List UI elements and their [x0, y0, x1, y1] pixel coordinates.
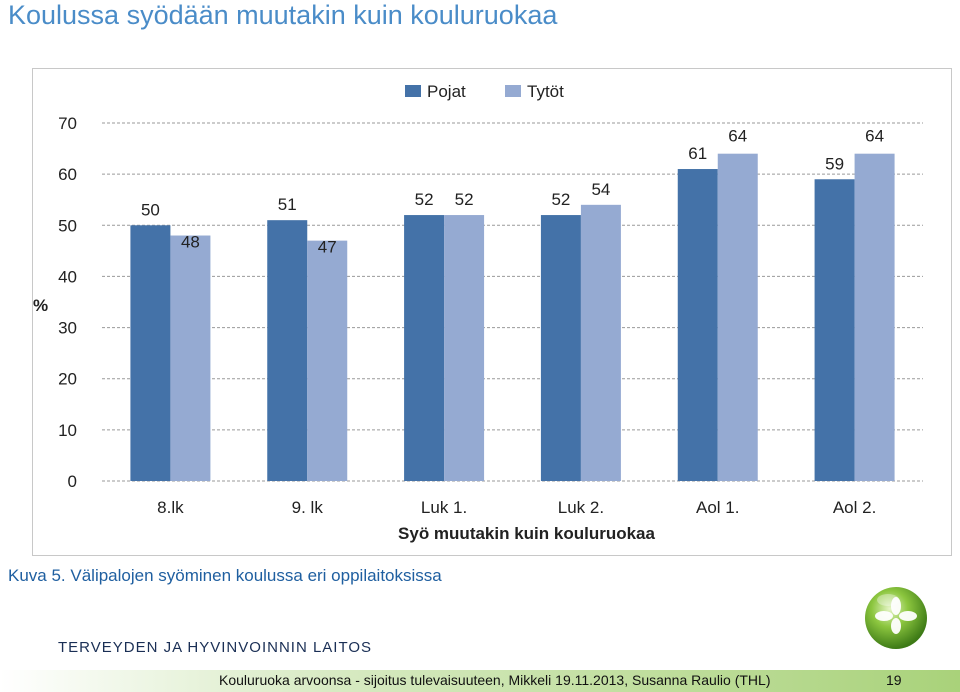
- y-tick-label: 30: [58, 319, 77, 338]
- footer-bar: Kouluruoka arvoonsa - sijoitus tulevaisu…: [0, 670, 960, 692]
- bar-chart: 0 10 20 30 40 50 60 70% 50 48 8.lk 51 47 9. lk 52 52 Luk…: [33, 82, 923, 543]
- organization-name: TERVEYDEN JA HYVINVOINNIN LAITOS: [58, 639, 373, 656]
- figure-caption: Kuva 5. Välipalojen syöminen koulussa er…: [8, 566, 442, 585]
- y-tick-label: 10: [58, 421, 77, 440]
- data-label: 47: [318, 238, 337, 257]
- bar-pojat: [540, 215, 581, 482]
- data-label: 61: [688, 144, 707, 163]
- y-tick-label: 20: [58, 370, 77, 389]
- data-label: 52: [415, 190, 434, 209]
- legend-label: Pojat: [427, 82, 466, 101]
- x-tick-label: Luk 2.: [558, 498, 604, 517]
- y-axis-label: %: [33, 296, 48, 315]
- legend-label: Tytöt: [527, 82, 564, 101]
- x-tick-label: Luk 1.: [421, 498, 467, 517]
- data-label: 54: [591, 180, 610, 199]
- footer-text: Kouluruoka arvoonsa - sijoitus tulevaisu…: [219, 672, 771, 688]
- x-axis-label: Syö muutakin kuin kouluruokaa: [398, 524, 655, 543]
- y-tick-label: 50: [58, 216, 77, 235]
- y-tick-label: 60: [58, 165, 77, 184]
- bar-tytot: [444, 215, 485, 482]
- page-number: 19: [886, 672, 902, 688]
- x-tick-label: 9. lk: [292, 498, 324, 517]
- data-label: 52: [551, 190, 570, 209]
- bar-tytot: [170, 235, 211, 481]
- data-label: 59: [825, 154, 844, 173]
- chart-frame: 0 10 20 30 40 50 60 70% 50 48 8.lk 51 47 9. lk 52 52 Luk…: [32, 68, 952, 556]
- data-label: 64: [728, 127, 747, 146]
- bar-pojat: [267, 220, 308, 481]
- x-tick-label: Aol 1.: [696, 498, 739, 517]
- data-label: 50: [141, 200, 160, 219]
- bar-tytot: [854, 153, 895, 481]
- bar-tytot: [307, 240, 348, 481]
- y-tick-label: 0: [68, 472, 77, 491]
- data-label: 52: [455, 190, 474, 209]
- bar-pojat: [130, 225, 171, 481]
- bar-pojat: [404, 215, 445, 482]
- data-label: 51: [278, 195, 297, 214]
- x-tick-label: Aol 2.: [833, 498, 876, 517]
- data-label: 64: [865, 127, 884, 146]
- thl-logo-icon: [865, 587, 927, 649]
- y-tick-label: 40: [58, 267, 77, 286]
- legend-swatch: [505, 85, 521, 97]
- bar-pojat: [677, 169, 718, 481]
- bar-pojat: [814, 179, 855, 481]
- legend-swatch: [405, 85, 421, 97]
- slide-title: Koulussa syödään muutakin kuin kouluruok…: [8, 0, 558, 30]
- bar-tytot: [717, 153, 758, 481]
- y-tick-label: 70: [58, 114, 77, 133]
- data-label: 48: [181, 233, 200, 252]
- x-tick-label: 8.lk: [157, 498, 184, 517]
- bar-tytot: [580, 204, 621, 482]
